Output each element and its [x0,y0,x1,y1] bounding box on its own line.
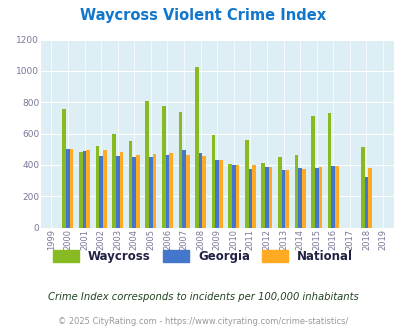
Bar [119,152,123,228]
Bar [327,113,330,228]
Bar [294,155,298,228]
Bar [268,167,272,228]
Bar [202,156,206,228]
Bar [298,168,301,228]
Bar [149,157,152,228]
Bar [182,150,185,228]
Bar [231,165,235,228]
Bar [330,166,334,228]
Bar [103,150,107,228]
Bar [364,177,367,228]
Bar [185,155,189,228]
Bar [218,160,222,228]
Bar [79,152,83,228]
Bar [169,153,173,228]
Bar [70,148,73,228]
Bar [132,157,136,228]
Bar [195,67,198,228]
Bar [334,166,338,228]
Bar [314,168,318,228]
Bar [301,169,305,228]
Bar [62,109,66,228]
Bar [99,156,103,228]
Bar [277,157,281,228]
Bar [244,140,248,228]
Bar [264,167,268,228]
Bar [215,160,218,228]
Bar [96,146,99,228]
Text: Waycross Violent Crime Index: Waycross Violent Crime Index [80,8,325,23]
Bar [252,165,255,228]
Bar [115,156,119,228]
Bar [285,170,288,228]
Bar [66,149,70,228]
Bar [281,171,285,228]
Bar [318,167,322,228]
Bar [136,155,139,228]
Bar [112,134,115,228]
Bar [162,106,165,228]
Bar [165,155,169,228]
Bar [211,135,215,228]
Bar [235,165,239,228]
Bar [152,154,156,228]
Bar [86,150,90,228]
Bar [367,168,371,228]
Bar [248,169,252,228]
Bar [311,115,314,228]
Bar [145,101,149,228]
Legend: Waycross, Georgia, National: Waycross, Georgia, National [53,250,352,263]
Bar [83,151,86,228]
Text: Crime Index corresponds to incidents per 100,000 inhabitants: Crime Index corresponds to incidents per… [47,292,358,302]
Bar [228,164,231,228]
Bar [360,147,364,228]
Bar [128,141,132,228]
Bar [261,163,264,228]
Bar [198,153,202,228]
Text: © 2025 CityRating.com - https://www.cityrating.com/crime-statistics/: © 2025 CityRating.com - https://www.city… [58,317,347,326]
Bar [178,113,182,228]
